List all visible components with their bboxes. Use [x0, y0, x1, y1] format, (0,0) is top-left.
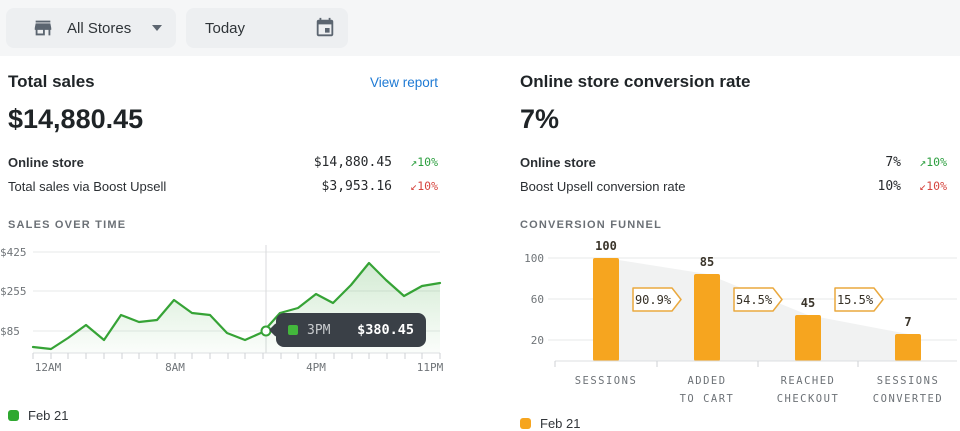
conversion-rate-card: Online store conversion rate 7% Online s… — [520, 72, 959, 431]
metric-value: 7% — [885, 154, 901, 170]
chart-tooltip: 3PM $380.45 — [276, 313, 426, 347]
metric-row-boost-upsell-rate: Boost Upsell conversion rate 10% ↙10% — [520, 178, 947, 194]
svg-text:100: 100 — [524, 252, 544, 265]
trend-down-badge: ↙10% — [410, 179, 438, 193]
svg-text:CHECKOUT: CHECKOUT — [777, 393, 840, 405]
svg-text:12AM: 12AM — [35, 361, 62, 373]
conversion-tag-1: 90.9% — [632, 287, 682, 312]
sales-over-time-heading: SALES OVER TIME — [8, 219, 127, 231]
funnel-bar-sessions-converted — [895, 334, 921, 361]
arrow-down-left-icon: ↙ — [410, 179, 418, 193]
view-report-link[interactable]: View report — [369, 75, 438, 90]
svg-text:$255: $255 — [0, 285, 27, 298]
funnel-bar-added-to-cart — [694, 274, 720, 361]
total-sales-title: Total sales — [8, 72, 95, 91]
total-sales-value: $14,880.45 — [8, 104, 144, 134]
conversion-rate-value: 7% — [520, 104, 560, 134]
svg-text:CONVERTED: CONVERTED — [873, 393, 943, 405]
svg-text:$425: $425 — [0, 246, 27, 259]
sales-line-chart: $425 $255 $85 12AM 8AM 4PM 11PM — [0, 243, 448, 378]
storefront-icon — [32, 17, 54, 39]
conversion-tag-3: 15.5% — [834, 287, 884, 312]
tooltip-series-swatch — [288, 325, 298, 335]
svg-text:TO CART: TO CART — [680, 393, 735, 405]
svg-text:11PM: 11PM — [417, 361, 444, 373]
svg-text:15.5%: 15.5% — [837, 293, 874, 307]
conversion-funnel-heading: CONVERSION FUNNEL — [520, 219, 663, 231]
arrow-down-left-icon: ↙ — [919, 179, 927, 193]
svg-text:90.9%: 90.9% — [635, 293, 672, 307]
svg-text:20: 20 — [531, 334, 544, 347]
svg-text:SESSIONS: SESSIONS — [877, 375, 940, 387]
metric-row-boost-upsell-sales: Total sales via Boost Upsell $3,953.16 ↙… — [8, 178, 438, 194]
arrow-up-right-icon: ↗ — [410, 155, 418, 169]
svg-text:100: 100 — [595, 239, 617, 253]
conversion-funnel-chart: 100 60 20 100 85 45 7 90.9% — [520, 237, 959, 412]
store-filter-button[interactable]: All Stores — [6, 8, 176, 48]
tooltip-value: $380.45 — [357, 322, 414, 338]
svg-text:8AM: 8AM — [165, 361, 185, 373]
conversion-tag-2: 54.5% — [733, 287, 783, 312]
arrow-up-right-icon: ↗ — [919, 155, 927, 169]
conversion-funnel-svg: 100 60 20 100 85 45 7 90.9% — [524, 239, 959, 405]
funnel-bar-sessions — [593, 258, 619, 361]
legend-swatch-orange — [520, 418, 531, 429]
calendar-icon — [314, 17, 336, 39]
funnel-bar-reached-checkout — [795, 315, 821, 361]
legend-label: Feb 21 — [540, 416, 581, 431]
conversion-rate-title: Online store conversion rate — [520, 72, 751, 91]
legend-swatch-green — [8, 410, 19, 421]
top-filter-bar: All Stores Today — [0, 0, 960, 56]
metric-value: 10% — [877, 178, 901, 194]
svg-text:7: 7 — [904, 315, 911, 329]
legend-label: Feb 21 — [28, 408, 69, 423]
sales-chart-legend: Feb 21 — [0, 408, 448, 423]
trend-up-badge: ↗10% — [919, 155, 947, 169]
chevron-down-icon — [152, 25, 162, 31]
sales-line-chart-svg: $425 $255 $85 12AM 8AM 4PM 11PM — [0, 245, 444, 374]
metric-value: $14,880.45 — [313, 154, 392, 170]
svg-text:REACHED: REACHED — [781, 375, 836, 387]
svg-text:45: 45 — [801, 296, 815, 310]
svg-text:ADDED: ADDED — [687, 375, 726, 387]
svg-text:4PM: 4PM — [306, 361, 326, 373]
svg-text:SESSIONS: SESSIONS — [575, 375, 638, 387]
svg-text:$85: $85 — [0, 325, 20, 338]
trend-up-badge: ↗10% — [410, 155, 438, 169]
tooltip-time: 3PM — [307, 322, 331, 338]
svg-text:60: 60 — [531, 293, 544, 306]
metric-value: $3,953.16 — [321, 178, 392, 194]
total-sales-card: Total sales View report $14,880.45 Onlin… — [0, 72, 448, 423]
funnel-chart-legend: Feb 21 — [520, 416, 957, 431]
conversion-metrics: Online store 7% ↗10% Boost Upsell conver… — [520, 151, 957, 197]
metric-row-online-store: Online store $14,880.45 ↗10% — [8, 154, 438, 170]
date-filter-label: Today — [205, 19, 246, 37]
metric-row-online-store-rate: Online store 7% ↗10% — [520, 154, 947, 170]
total-sales-metrics: Online store $14,880.45 ↗10% Total sales… — [0, 151, 448, 197]
date-filter-button[interactable]: Today — [186, 8, 348, 48]
svg-text:85: 85 — [700, 255, 714, 269]
svg-text:54.5%: 54.5% — [736, 293, 773, 307]
trend-down-badge: ↙10% — [919, 179, 947, 193]
store-filter-label: All Stores — [67, 19, 132, 37]
